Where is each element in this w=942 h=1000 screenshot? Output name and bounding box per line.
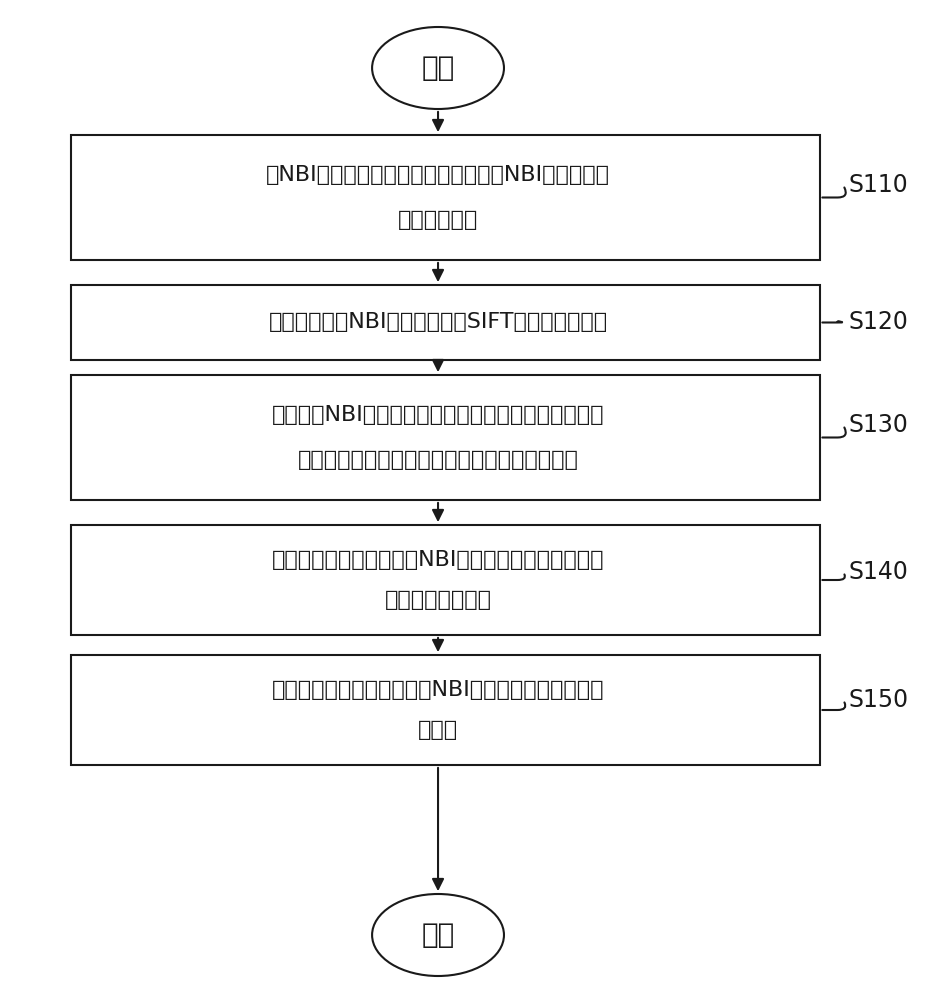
Text: 开始: 开始 (421, 54, 455, 82)
Text: S130: S130 (848, 413, 908, 437)
Text: 结束: 结束 (421, 921, 455, 949)
Bar (71, 285, 820, 360)
Text: 采用训练过的分类器对单幅NBI胃镜图像的全局特征进: 采用训练过的分类器对单幅NBI胃镜图像的全局特征进 (272, 680, 604, 700)
Text: 统计作为全局特征: 统计作为全局特征 (384, 590, 492, 610)
Text: 换到灰度空间: 换到灰度空间 (398, 210, 479, 230)
Bar (71, 375, 820, 500)
Text: 键点组成特征袋，并使用聚类算法生成视觉词典: 键点组成特征袋，并使用聚类算法生成视觉词典 (298, 450, 578, 470)
Text: S110: S110 (848, 173, 908, 197)
Text: 行识别: 行识别 (418, 720, 458, 740)
Text: S120: S120 (848, 310, 908, 334)
Text: S150: S150 (848, 688, 908, 712)
Bar (71, 655, 820, 765)
Text: 根据所述视觉词典对单幅NBI胃镜图像进行关键点归类: 根据所述视觉词典对单幅NBI胃镜图像进行关键点归类 (272, 550, 604, 570)
Bar (71, 525, 820, 635)
Text: 对NBI胃镜图像数据进行预处理，并将NBI胃镜图像转: 对NBI胃镜图像数据进行预处理，并将NBI胃镜图像转 (266, 165, 610, 185)
Text: S140: S140 (848, 560, 908, 584)
Text: 对预处理后的NBI胃镜图像使用SIFT算法提取关键点: 对预处理后的NBI胃镜图像使用SIFT算法提取关键点 (268, 312, 608, 332)
Text: 提取部分NBI胃镜图像作为训练集，将训练集中所有关: 提取部分NBI胃镜图像作为训练集，将训练集中所有关 (272, 405, 604, 425)
Bar (71, 135, 820, 260)
